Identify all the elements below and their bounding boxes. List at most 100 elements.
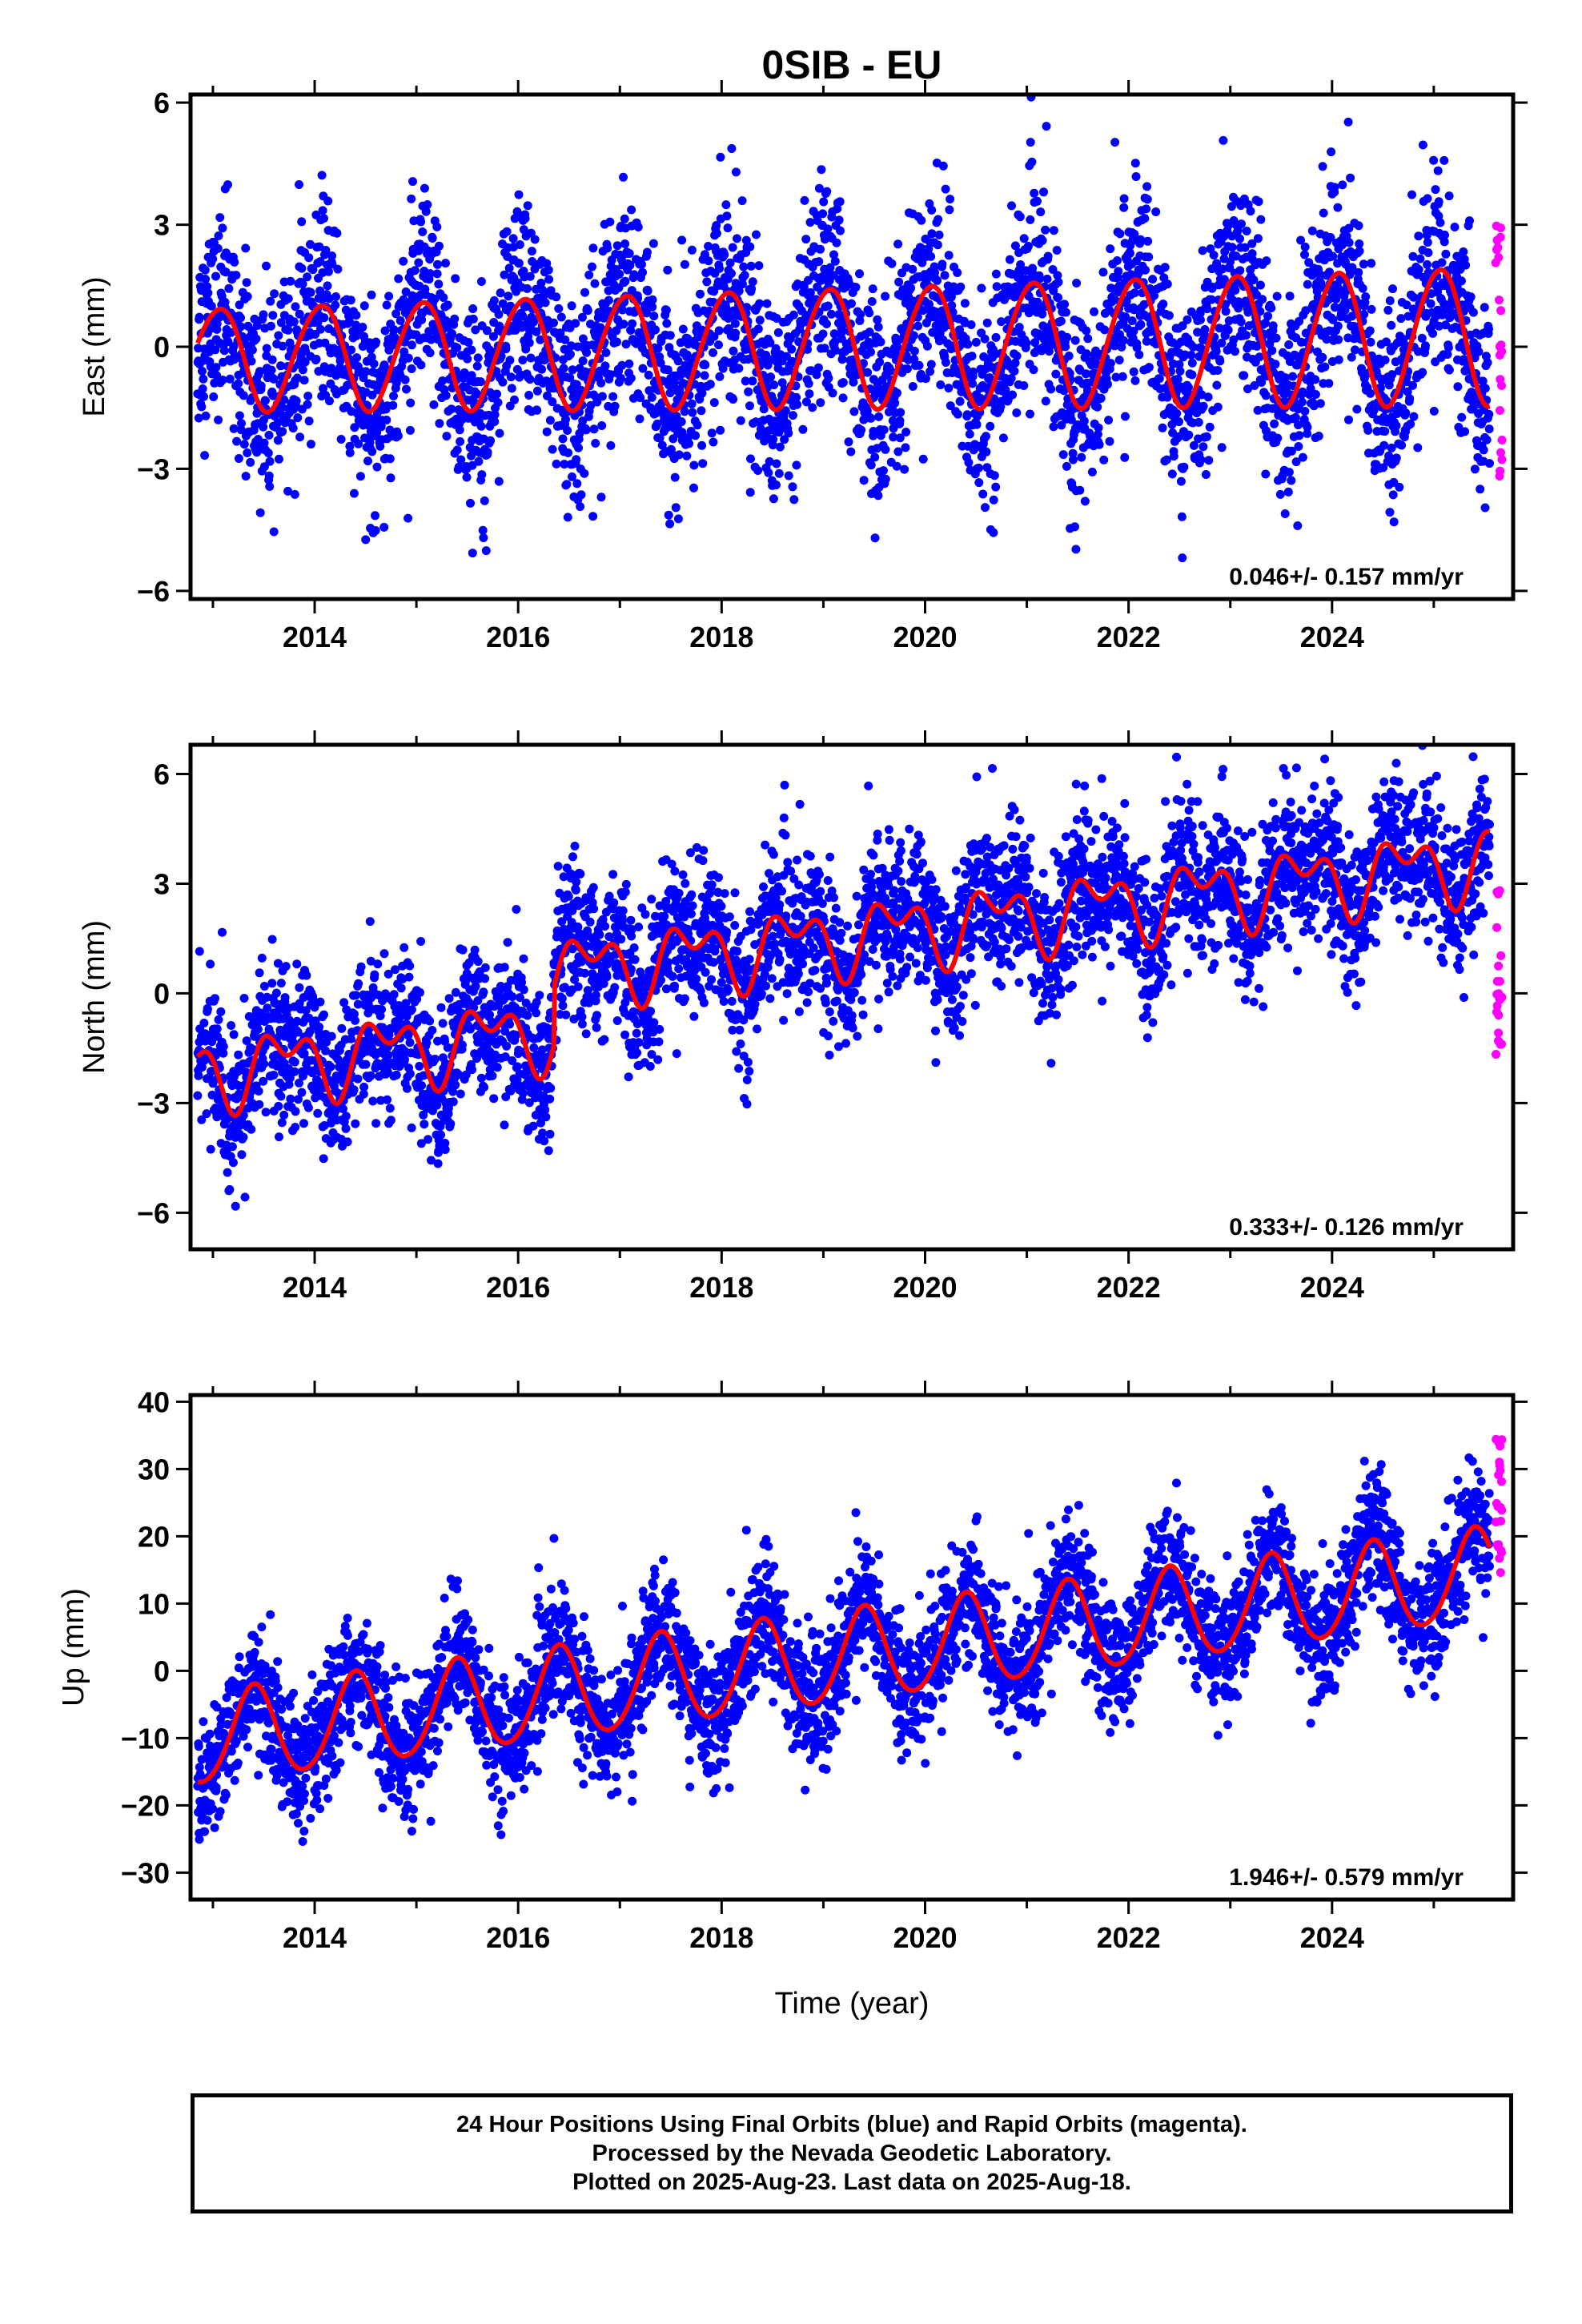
data-point bbox=[1379, 440, 1389, 450]
data-point bbox=[819, 197, 829, 207]
data-point bbox=[906, 283, 916, 293]
data-point bbox=[306, 287, 315, 297]
rapid-point bbox=[1495, 351, 1504, 360]
data-point bbox=[1201, 470, 1211, 479]
data-point bbox=[670, 472, 680, 482]
data-point bbox=[542, 427, 552, 436]
data-point bbox=[938, 259, 947, 269]
data-point bbox=[662, 319, 672, 328]
data-point bbox=[223, 180, 232, 190]
data-point bbox=[1466, 292, 1476, 302]
data-point bbox=[1198, 246, 1207, 255]
data-point bbox=[201, 275, 211, 283]
data-point bbox=[586, 400, 596, 410]
data-point bbox=[1428, 328, 1438, 338]
data-point bbox=[468, 314, 478, 324]
data-point bbox=[822, 187, 832, 196]
data-point bbox=[1139, 300, 1149, 309]
data-point bbox=[295, 309, 304, 319]
data-point bbox=[1094, 423, 1103, 432]
data-point bbox=[775, 442, 785, 452]
data-point bbox=[712, 229, 721, 238]
data-point bbox=[1237, 219, 1246, 229]
data-point bbox=[866, 460, 876, 470]
data-point bbox=[616, 373, 625, 383]
data-point bbox=[197, 1115, 207, 1124]
data-point bbox=[1382, 337, 1391, 347]
data-point bbox=[689, 483, 698, 493]
data-point bbox=[1010, 366, 1019, 376]
data-point bbox=[219, 346, 229, 356]
data-point bbox=[655, 433, 665, 443]
data-point bbox=[230, 257, 239, 267]
data-point bbox=[846, 447, 856, 456]
data-point bbox=[901, 443, 910, 452]
data-point bbox=[896, 408, 905, 417]
data-point bbox=[698, 459, 708, 468]
data-point bbox=[451, 274, 460, 283]
data-point bbox=[832, 238, 841, 247]
data-point bbox=[1169, 452, 1178, 461]
data-point bbox=[448, 329, 456, 339]
data-point bbox=[476, 377, 485, 387]
data-point bbox=[765, 456, 774, 466]
data-point bbox=[256, 381, 266, 391]
data-point bbox=[1387, 370, 1397, 380]
data-point bbox=[1186, 351, 1196, 360]
data-point bbox=[560, 335, 570, 344]
data-point bbox=[627, 205, 636, 215]
data-point bbox=[347, 345, 356, 355]
data-point bbox=[909, 346, 919, 356]
data-point bbox=[596, 378, 606, 388]
data-point bbox=[769, 494, 778, 504]
data-point bbox=[273, 959, 283, 968]
data-point bbox=[922, 341, 932, 351]
data-point bbox=[209, 392, 219, 401]
data-point bbox=[490, 417, 500, 426]
data-point bbox=[195, 312, 204, 322]
data-point bbox=[276, 361, 286, 371]
data-point bbox=[1301, 328, 1311, 338]
data-point bbox=[603, 243, 612, 253]
x-tick-label: 2020 bbox=[893, 621, 957, 653]
data-point bbox=[765, 338, 775, 348]
rapid-point bbox=[1496, 306, 1506, 316]
data-point bbox=[1344, 415, 1353, 424]
data-point bbox=[838, 378, 848, 388]
data-point bbox=[1019, 234, 1029, 243]
data-point bbox=[612, 241, 622, 251]
data-point bbox=[379, 949, 389, 959]
data-point bbox=[1444, 365, 1454, 375]
data-point bbox=[704, 242, 713, 251]
data-point bbox=[746, 454, 755, 464]
data-point bbox=[1363, 425, 1373, 435]
data-point bbox=[769, 435, 778, 444]
data-point bbox=[242, 1036, 251, 1046]
data-point bbox=[293, 413, 303, 423]
data-point bbox=[537, 364, 547, 374]
data-point bbox=[405, 1069, 415, 1079]
data-point bbox=[816, 398, 825, 408]
data-point bbox=[270, 289, 279, 299]
data-point bbox=[510, 395, 519, 404]
data-point bbox=[1188, 342, 1198, 352]
data-point bbox=[1355, 239, 1364, 248]
data-point bbox=[207, 1037, 217, 1047]
data-point bbox=[918, 454, 928, 464]
data-point bbox=[1267, 304, 1276, 312]
data-point bbox=[1287, 446, 1296, 456]
data-point bbox=[371, 526, 380, 535]
data-point bbox=[211, 994, 219, 1003]
data-point bbox=[625, 260, 635, 270]
data-point bbox=[1351, 345, 1359, 355]
data-point bbox=[1250, 381, 1259, 390]
data-point bbox=[1385, 508, 1395, 517]
data-point bbox=[844, 437, 853, 447]
data-point bbox=[478, 525, 488, 535]
data-point bbox=[1315, 269, 1324, 279]
data-point bbox=[435, 241, 444, 251]
data-point bbox=[532, 284, 541, 294]
data-point bbox=[476, 421, 486, 431]
data-point bbox=[416, 987, 424, 997]
data-point bbox=[596, 493, 606, 502]
